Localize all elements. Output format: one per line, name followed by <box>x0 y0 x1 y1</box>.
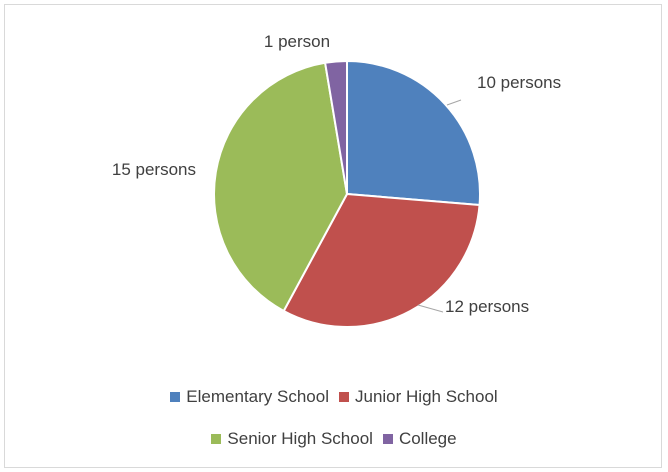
pie-slice-junior-high <box>282 192 481 329</box>
legend-item-college: College <box>382 429 457 449</box>
chart-frame: 10 persons 12 persons 15 persons 1 person E… <box>4 4 662 468</box>
leader-line-elementary <box>446 99 462 106</box>
data-label-elementary: 10 persons <box>477 73 561 92</box>
data-label-senior-high: 15 persons <box>112 160 196 179</box>
pie-slice-senior-high <box>213 61 349 313</box>
data-label-college: 1 person <box>264 32 330 51</box>
pie-slice-college <box>323 59 348 195</box>
legend-label-senior-high: Senior High School <box>227 429 373 448</box>
leader-line-junior-high <box>417 304 444 313</box>
legend-label-college: College <box>398 429 457 448</box>
legend-label-elementary: Elementary School <box>186 387 329 406</box>
legend-item-senior-high: Senior High School <box>211 429 373 449</box>
legend-item-elementary: Elementary School <box>170 387 329 407</box>
legend-swatch-junior-high <box>338 392 349 402</box>
data-label-junior-high: 12 persons <box>445 297 529 316</box>
legend-swatch-senior-high <box>211 434 222 444</box>
legend-item-junior-high: Junior High School <box>338 387 498 407</box>
legend-row-2: Senior High School College <box>5 429 663 449</box>
legend-label-junior-high: Junior High School <box>354 387 498 406</box>
legend-swatch-elementary <box>170 392 181 402</box>
legend-swatch-college <box>382 434 393 444</box>
pie-chart: 10 persons 12 persons 15 persons 1 person <box>112 32 561 329</box>
pie-slice-elementary <box>346 59 481 207</box>
legend-row-1: Elementary School Junior High School <box>5 387 663 407</box>
